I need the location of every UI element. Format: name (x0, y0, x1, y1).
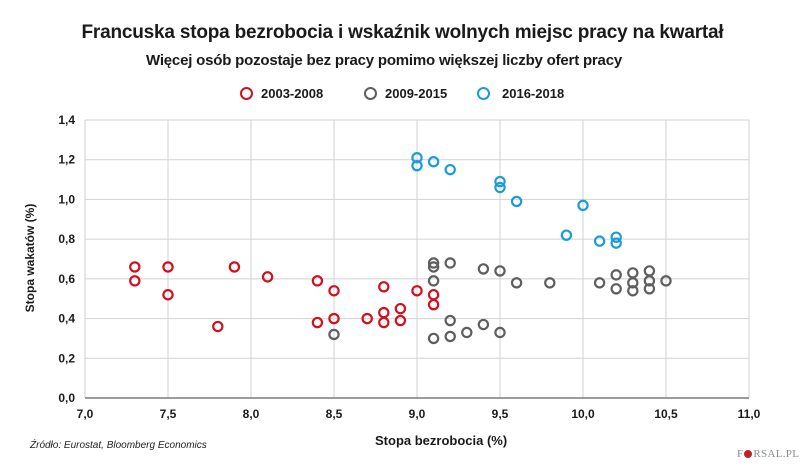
data-point-2003-2008 (394, 314, 407, 327)
data-point-2003-2008 (162, 289, 174, 301)
x-tick-label: 7,0 (77, 407, 94, 421)
data-point-2016-2018 (494, 181, 506, 194)
data-point-2016-2018 (610, 231, 622, 243)
data-point-2009-2015 (461, 326, 473, 339)
data-point-2009-2015 (643, 283, 656, 295)
data-point-2016-2018 (444, 163, 456, 176)
data-point-2003-2008 (394, 302, 407, 315)
data-point-2009-2015 (593, 277, 606, 289)
chart-subtitle: Więcej osób pozostaje bez pracy pomimo w… (146, 52, 622, 69)
data-point-2009-2015 (627, 277, 639, 289)
x-tick-label: 7,5 (160, 407, 177, 421)
legend-item-2003-2008: 2003-2008 (240, 86, 323, 101)
data-point-2009-2015 (444, 330, 456, 343)
data-point-2003-2008 (328, 312, 340, 325)
legend: 2003-2008 2009-2015 2016-2018 (0, 86, 805, 106)
data-point-2016-2018 (494, 175, 506, 188)
data-point-2009-2015 (643, 265, 656, 277)
x-axis-label: Stopa bezrobocia (%) (375, 433, 508, 448)
data-point-2003-2008 (228, 261, 241, 273)
data-point-2003-2008 (261, 271, 274, 283)
logo-circle-icon (744, 450, 753, 458)
data-point-2009-2015 (427, 261, 440, 273)
data-point-2003-2008 (212, 320, 224, 333)
y-tick-label: 1,2 (58, 153, 75, 167)
legend-marker-blue-circle-icon (477, 87, 490, 100)
x-tick-label: 11,0 (738, 407, 761, 421)
data-point-2016-2018 (610, 237, 622, 249)
data-point-2003-2008 (427, 289, 440, 301)
data-point-2003-2008 (162, 261, 174, 273)
chart-title: Francuska stopa bezrobocia i wskaźnik wo… (81, 22, 724, 43)
x-tick-label: 8,0 (243, 407, 260, 421)
data-point-2003-2008 (311, 316, 324, 329)
legend-marker-red-circle-icon (240, 87, 253, 100)
data-point-2009-2015 (610, 269, 622, 281)
data-point-2009-2015 (427, 275, 440, 287)
data-point-2003-2008 (328, 285, 340, 297)
legend-label: 2009-2015 (385, 86, 448, 101)
data-point-2016-2018 (411, 159, 423, 172)
legend-label: 2016-2018 (502, 86, 565, 101)
data-point-2003-2008 (311, 275, 324, 287)
data-point-2009-2015 (627, 285, 639, 297)
x-tick-label: 9,0 (409, 407, 426, 421)
x-tick-label: 8,5 (326, 407, 343, 421)
y-axis-label: Stopa wakatów (%) (23, 203, 37, 313)
x-tick-label: 9,5 (492, 407, 509, 421)
legend-label: 2003-2008 (261, 86, 324, 101)
logo-text-right: RSAL.PL (753, 448, 800, 460)
y-tick-label: 0,2 (58, 351, 75, 365)
data-point-2009-2015 (494, 265, 506, 277)
data-point-2009-2015 (477, 263, 490, 275)
y-tick-label: 1,0 (58, 192, 75, 206)
data-point-2009-2015 (477, 318, 490, 331)
data-point-2016-2018 (510, 195, 523, 208)
y-tick-label: 0,0 (58, 391, 75, 405)
x-tick-label: 10,5 (654, 407, 678, 421)
data-point-2016-2018 (427, 155, 440, 168)
data-point-2009-2015 (427, 257, 440, 269)
data-point-2016-2018 (560, 229, 573, 241)
data-point-2003-2008 (378, 306, 390, 319)
data-point-2003-2008 (361, 312, 373, 325)
source-note: Źródło: Eurostat, Bloomberg Economics (30, 440, 207, 451)
logo-text-left: F (737, 448, 744, 460)
data-point-2009-2015 (643, 275, 656, 287)
data-point-2003-2008 (411, 285, 423, 297)
legend-item-2016-2018: 2016-2018 (477, 86, 564, 101)
data-point-2009-2015 (494, 326, 506, 339)
legend-item-2009-2015: 2009-2015 (364, 86, 447, 101)
data-point-2009-2015 (510, 277, 523, 289)
data-point-2009-2015 (627, 267, 639, 279)
data-point-2016-2018 (593, 235, 606, 247)
data-point-2003-2008 (427, 298, 440, 311)
y-tick-label: 0,4 (58, 312, 75, 326)
data-point-2009-2015 (660, 275, 672, 287)
data-point-2009-2015 (328, 328, 340, 341)
forsal-logo: F RSAL.PL (737, 448, 799, 460)
data-point-2009-2015 (544, 277, 556, 289)
y-tick-label: 1,4 (58, 113, 75, 127)
y-tick-label: 0,6 (58, 272, 75, 286)
data-point-2009-2015 (427, 332, 440, 345)
legend-marker-gray-circle-icon (364, 87, 377, 100)
data-point-2009-2015 (444, 314, 456, 327)
data-point-2003-2008 (378, 281, 390, 293)
data-point-2003-2008 (378, 316, 390, 329)
data-point-2009-2015 (610, 283, 622, 295)
x-tick-label: 10,0 (571, 407, 595, 421)
data-point-2009-2015 (444, 257, 456, 269)
data-point-2003-2008 (129, 275, 141, 287)
data-point-2016-2018 (577, 199, 589, 212)
data-point-2016-2018 (411, 152, 423, 164)
data-point-2003-2008 (129, 261, 141, 273)
y-tick-label: 0,8 (58, 232, 75, 246)
